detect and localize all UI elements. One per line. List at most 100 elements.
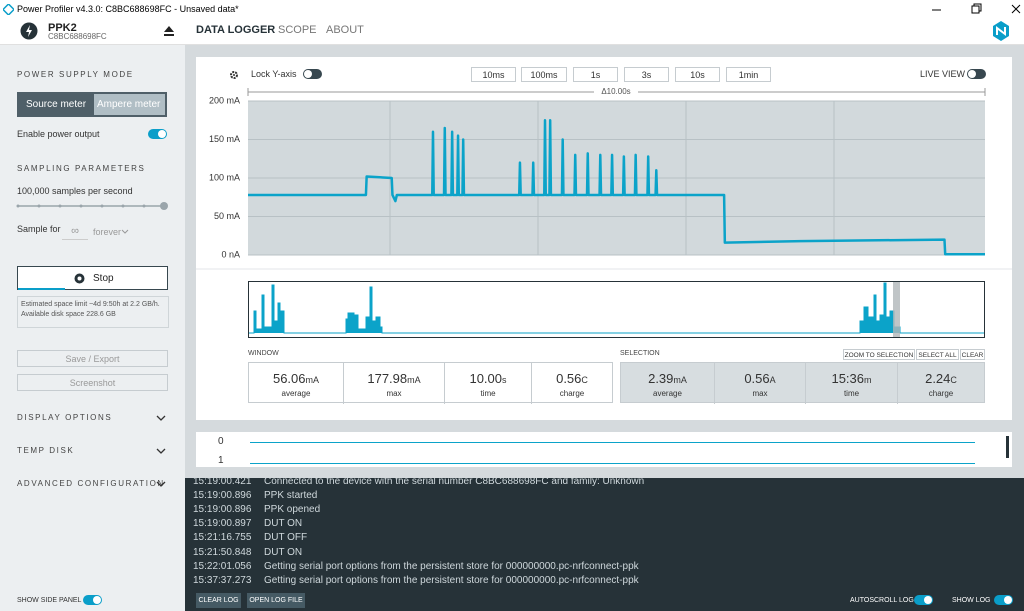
y-tick-label: 0 nA bbox=[221, 249, 240, 259]
toggle[interactable] bbox=[303, 69, 322, 79]
stat-value: 56.06 bbox=[272, 371, 306, 386]
estimate-info: Estimated space limit ~4d 9:50h at 2.2 G… bbox=[17, 296, 169, 328]
lock-label: Lock Y-axis bbox=[251, 69, 297, 79]
log-time: 15:19:00.896 bbox=[193, 490, 252, 501]
rate-slider[interactable] bbox=[15, 200, 170, 212]
toggle[interactable] bbox=[914, 595, 933, 605]
log-message: DUT ON bbox=[264, 547, 303, 558]
stat-label: average bbox=[653, 389, 682, 398]
stat-unit: A bbox=[769, 375, 776, 385]
duration-unit[interactable]: forever bbox=[93, 227, 122, 237]
chevrons bbox=[156, 415, 166, 454]
toggle[interactable] bbox=[83, 595, 102, 605]
device-name: PPK2 bbox=[48, 22, 77, 34]
stat-value: 177.98 bbox=[367, 371, 408, 386]
stat-label: max bbox=[752, 389, 768, 398]
stat-unit: s bbox=[502, 375, 507, 385]
live-view-label: LIVE VIEW bbox=[920, 69, 966, 79]
stat-value: 2.39 bbox=[648, 371, 674, 386]
app-icon bbox=[3, 4, 14, 15]
window-button[interactable]: 3s bbox=[624, 67, 669, 82]
stat-value: 0.56 bbox=[744, 371, 770, 386]
device-serial: C8BC688698FC bbox=[48, 32, 107, 41]
toggle[interactable] bbox=[967, 69, 986, 79]
stat-cell: 2.24C charge bbox=[898, 363, 984, 404]
stat-value: 15:36 bbox=[831, 371, 865, 386]
eject-icon[interactable] bbox=[163, 25, 175, 37]
chevron bbox=[121, 229, 129, 234]
selection-button[interactable]: SELECT ALL bbox=[916, 349, 959, 360]
window-controls[interactable] bbox=[930, 0, 1024, 20]
progress bbox=[18, 288, 65, 290]
selection-button[interactable]: ZOOM TO SELECTION bbox=[843, 349, 915, 360]
side-panel: POWER SUPPLY MODE Source meter Ampere me… bbox=[0, 45, 185, 611]
screenshot-button[interactable]: Screenshot bbox=[17, 374, 168, 391]
toggle-label: SHOW LOG bbox=[952, 597, 991, 604]
window-stats: 56.06mA average 177.98mA max 10.00s time 0.… bbox=[248, 362, 613, 404]
stop-button[interactable]: Stop bbox=[17, 266, 168, 290]
log-message: PPK opened bbox=[264, 504, 321, 515]
window-button[interactable]: 10ms bbox=[471, 67, 516, 82]
stat-unit: mA bbox=[407, 375, 421, 385]
mode-switch: Source meter Ampere meter bbox=[17, 92, 167, 117]
chevron bbox=[156, 481, 166, 487]
selection-stats: 2.39mA average 0.56A max 15:36m time 2.24C c… bbox=[620, 362, 985, 404]
channel-trace bbox=[250, 463, 975, 464]
stat-unit: m bbox=[864, 375, 872, 385]
nav-tab[interactable]: DATA LOGGER bbox=[196, 24, 276, 36]
log-message: DUT OFF bbox=[264, 532, 308, 543]
nav-tab[interactable]: ABOUT bbox=[326, 24, 364, 36]
window-button[interactable]: 10s bbox=[675, 67, 720, 82]
open-log-button[interactable]: OPEN LOG FILE bbox=[247, 593, 305, 608]
mode-button[interactable]: Source meter bbox=[26, 99, 87, 110]
stat-label: charge bbox=[928, 389, 954, 398]
clear-log-button[interactable]: CLEAR LOG bbox=[196, 593, 241, 608]
collapsible-heading[interactable]: TEMP DISK bbox=[17, 446, 75, 455]
log-message: PPK started bbox=[264, 490, 318, 501]
collapsible-heading[interactable]: DISPLAY OPTIONS bbox=[17, 413, 113, 422]
selection-button[interactable]: CLEAR bbox=[960, 349, 985, 360]
save-button[interactable]: Save / Export bbox=[17, 350, 168, 367]
stats-heading: WINDOW bbox=[248, 350, 279, 357]
collapsible-heading[interactable]: ADVANCED CONFIGURATION bbox=[17, 479, 165, 488]
log-time: 15:21:16.755 bbox=[193, 532, 252, 543]
scrollbar[interactable] bbox=[1006, 436, 1009, 458]
nav-tab[interactable]: SCOPE bbox=[278, 24, 317, 36]
log-time: 15:37:37.273 bbox=[193, 575, 252, 586]
y-tick-label: 150 mA bbox=[209, 134, 240, 144]
section-heading: SAMPLING PARAMETERS bbox=[17, 164, 146, 173]
stat-unit: mA bbox=[305, 375, 320, 385]
toggle[interactable] bbox=[994, 595, 1013, 605]
settings-icon[interactable] bbox=[229, 70, 239, 80]
span-label: Δ10.00s bbox=[601, 87, 630, 96]
window-button[interactable]: 1min bbox=[726, 67, 771, 82]
toggle-label: Enable power output bbox=[17, 129, 100, 139]
toggle[interactable] bbox=[148, 129, 167, 139]
window-button[interactable]: 1s bbox=[573, 67, 618, 82]
stat-cell: 0.56C charge bbox=[532, 363, 612, 404]
log-time: 15:19:00.421 bbox=[193, 478, 252, 487]
stat-cell: 2.39mA average bbox=[621, 363, 715, 404]
log-time: 15:22:01.056 bbox=[193, 561, 252, 572]
section-heading: POWER SUPPLY MODE bbox=[17, 70, 134, 79]
chart-card: Lock Y-axis 10ms 100ms 1s 3s 10s 1min LI… bbox=[196, 57, 1012, 420]
log-time: 15:21:50.848 bbox=[193, 547, 252, 558]
channel-trace bbox=[250, 442, 975, 443]
stat-cell: 15:36m time bbox=[806, 363, 898, 404]
window-button[interactable]: 100ms bbox=[521, 67, 567, 82]
device-icon[interactable] bbox=[20, 22, 38, 40]
digital-channels: 0 1 bbox=[196, 432, 1012, 467]
toggle-label: AUTOSCROLL LOG bbox=[850, 597, 914, 604]
side-panel-toggle-label: SHOW SIDE PANEL bbox=[17, 597, 82, 604]
mode-button-selected[interactable]: Ampere meter bbox=[94, 94, 165, 115]
stop-label: Stop bbox=[93, 273, 114, 284]
title-bar: Power Profiler v4.3.0: C8BC688698FC - Un… bbox=[0, 0, 1024, 20]
duration-input[interactable]: ∞ bbox=[62, 226, 88, 240]
log-message: Connected to the device with the serial … bbox=[264, 478, 645, 487]
log-panel: 15:19:00.421 Connected to the device with… bbox=[185, 478, 1024, 590]
stat-unit: C bbox=[581, 375, 588, 385]
log-message: Getting serial port options from the per… bbox=[264, 575, 639, 586]
log-time: 15:19:00.897 bbox=[193, 518, 252, 529]
y-tick-label: 200 mA bbox=[209, 95, 240, 105]
